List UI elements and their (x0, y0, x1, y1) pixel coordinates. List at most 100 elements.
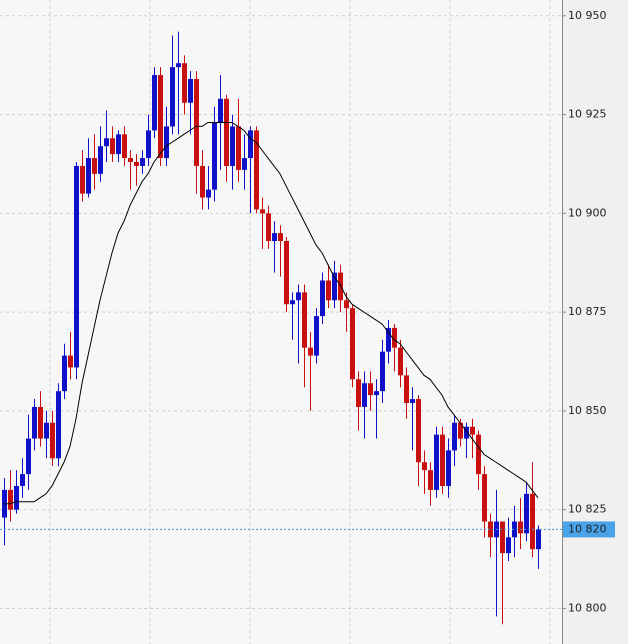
candle-body (74, 165, 79, 368)
candle-body (8, 489, 13, 510)
candle-body (410, 399, 415, 403)
candle-body (344, 300, 349, 309)
candle-body (428, 470, 433, 490)
candle-body (38, 406, 43, 439)
candle-body (446, 450, 451, 486)
candle-body (182, 63, 187, 103)
plot-area (0, 0, 562, 644)
candle-body (470, 426, 475, 435)
candle-body (500, 521, 505, 554)
candle-body (482, 474, 487, 522)
candle-body (458, 422, 463, 439)
candle-body (86, 158, 91, 194)
candle-body (296, 292, 301, 301)
candle-body (44, 422, 49, 439)
candle-body (68, 355, 73, 368)
candle-body (164, 126, 169, 159)
candle-body (26, 438, 31, 475)
candle-body (242, 158, 247, 170)
last-price-label: 10 820 (568, 522, 607, 535)
candle-body (50, 422, 55, 459)
candle-body (32, 406, 37, 439)
y-tick-label: 10 825 (568, 503, 607, 516)
candle-body (134, 161, 139, 166)
candle-body (170, 67, 175, 127)
y-tick-label: 10 925 (568, 108, 607, 121)
candle-body (212, 122, 217, 190)
candle-body (194, 79, 199, 166)
candle-body (380, 351, 385, 392)
candle-body (518, 521, 523, 534)
candle-body (416, 399, 421, 463)
candle-body (404, 375, 409, 403)
price-axis (562, 0, 628, 644)
candle-body (110, 138, 115, 155)
candle-body (302, 292, 307, 348)
moving-average (4, 121, 539, 505)
candle-body (152, 75, 157, 131)
time-grid (49, 0, 551, 644)
candle-body (200, 165, 205, 198)
candle-body (524, 493, 529, 534)
candle-body (230, 126, 235, 166)
candle-body (374, 391, 379, 396)
candle-body (398, 347, 403, 376)
candle-body (452, 422, 457, 451)
candle-body (80, 165, 85, 194)
candle-body (356, 379, 361, 407)
candle-body (218, 98, 223, 123)
candle-body (284, 241, 289, 305)
candle-body (236, 126, 241, 170)
candle-body (92, 158, 97, 174)
candle-body (104, 138, 109, 147)
candle-body (332, 272, 337, 301)
candle-body (128, 158, 133, 162)
y-tick-label: 10 900 (568, 206, 607, 219)
candle-body (206, 189, 211, 198)
candle-body (530, 493, 535, 550)
y-tick-label: 10 875 (568, 305, 607, 318)
candle-body (476, 434, 481, 475)
candle-body (188, 79, 193, 103)
y-tick-label: 10 850 (568, 404, 607, 417)
candle-body (506, 537, 511, 554)
candle-body (254, 130, 259, 210)
candle-body (260, 209, 265, 214)
candle-body (320, 280, 325, 317)
candle-body (368, 383, 373, 396)
candle-body (122, 134, 127, 159)
candle-body (224, 98, 229, 166)
candle-body (440, 434, 445, 486)
candle-body (158, 75, 163, 159)
candle-body (350, 308, 355, 380)
y-tick-label: 10 800 (568, 601, 607, 614)
candle-body (464, 426, 469, 439)
candle-body (248, 130, 253, 159)
candle-body (20, 474, 25, 486)
candle-body (140, 158, 145, 166)
candle-body (512, 521, 517, 538)
candle-body (314, 316, 319, 356)
y-tick-label: 10 950 (568, 9, 607, 22)
candle-body (272, 233, 277, 242)
candle-body (176, 63, 181, 68)
candle-body (278, 233, 283, 242)
candle-body (62, 355, 67, 392)
candle-body (14, 485, 19, 510)
candle-body (116, 134, 121, 155)
candle-body (386, 327, 391, 352)
candle-body (536, 529, 541, 550)
candle-body (422, 462, 427, 471)
candle-body (98, 146, 103, 174)
last-price-box (563, 521, 615, 538)
candle-body (326, 280, 331, 301)
candle-body (434, 434, 439, 490)
candle-body (392, 327, 397, 348)
candle-body (146, 130, 151, 159)
candle-body (266, 213, 271, 242)
candle-body (290, 300, 295, 305)
candle-body (308, 347, 313, 356)
candle-body (488, 521, 493, 538)
candle-body (362, 383, 367, 407)
